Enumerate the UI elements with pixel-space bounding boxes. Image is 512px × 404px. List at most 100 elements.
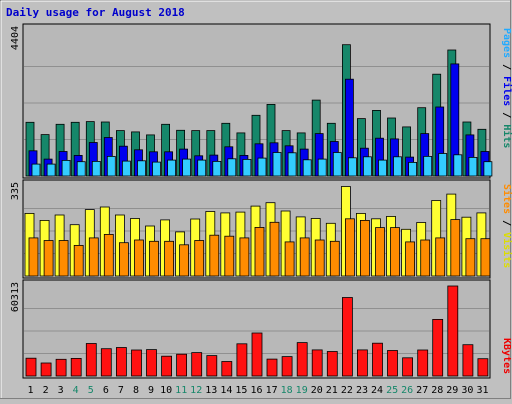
bar-pages-day-30 bbox=[468, 156, 478, 177]
bar-sites-day-3 bbox=[58, 240, 69, 277]
bar-pages-day-4 bbox=[76, 161, 86, 177]
panel-hits-files-pages: 4404 bbox=[10, 23, 493, 179]
bar-kbytes-day-29 bbox=[447, 285, 459, 377]
x-tick-label-day-4: 4 bbox=[73, 385, 79, 396]
x-tick-label-day-8: 8 bbox=[133, 385, 139, 396]
bar-pages-day-26 bbox=[408, 161, 418, 177]
bar-pages-day-11 bbox=[182, 158, 192, 177]
bar-pages-day-6 bbox=[106, 155, 116, 177]
x-tick-label-day-25: 25 bbox=[386, 385, 398, 396]
bar-sites-day-5 bbox=[88, 237, 99, 277]
bar-kbytes-day-23 bbox=[356, 349, 368, 377]
bar-sites-day-28 bbox=[435, 237, 446, 277]
x-tick-label-day-3: 3 bbox=[58, 385, 64, 396]
x-tick-label-day-2: 2 bbox=[43, 385, 49, 396]
bar-kbytes-day-14 bbox=[221, 361, 233, 377]
bar-pages-day-27 bbox=[423, 155, 433, 177]
x-tick-label-day-13: 13 bbox=[205, 385, 217, 396]
legends-group: Pages / Files / Hits Sites / Visits KBytes bbox=[501, 28, 512, 374]
x-tick-label-day-31: 31 bbox=[476, 385, 488, 396]
bar-kbytes-day-21 bbox=[326, 351, 338, 377]
x-tick-label-day-9: 9 bbox=[148, 385, 154, 396]
bar-sites-day-4 bbox=[73, 244, 84, 277]
x-tick-label-day-20: 20 bbox=[311, 385, 323, 396]
bar-sites-day-20 bbox=[314, 239, 325, 277]
bar-pages-day-22 bbox=[347, 157, 357, 177]
bar-kbytes-day-3 bbox=[55, 358, 67, 377]
bar-kbytes-day-31 bbox=[477, 358, 489, 377]
legend-kbytes: KBytes bbox=[501, 338, 512, 374]
x-axis-labels: 1 2 3 4 5 6 7 8 9 10 11 12 13 14 15 16 17 18 19 20 21 22 23 24 2… bbox=[27, 385, 488, 396]
series-kbytes bbox=[25, 285, 489, 377]
x-tick-label-day-24: 24 bbox=[371, 385, 383, 396]
bar-sites-day-21 bbox=[329, 240, 340, 277]
x-tick-label-day-28: 28 bbox=[431, 385, 443, 396]
y-max-label: 4404 bbox=[10, 26, 21, 50]
bar-pages-day-29 bbox=[453, 154, 463, 177]
bar-sites-day-8 bbox=[134, 239, 144, 277]
series-sites bbox=[28, 218, 491, 277]
x-tick-label-day-29: 29 bbox=[446, 385, 458, 396]
bar-kbytes-day-7 bbox=[116, 347, 127, 377]
bar-pages-day-24 bbox=[378, 159, 387, 177]
bar-sites-day-6 bbox=[103, 233, 114, 277]
bar-sites-day-1 bbox=[28, 237, 39, 277]
legend-part: Hits bbox=[501, 124, 512, 148]
bar-sites-day-22 bbox=[344, 218, 355, 277]
bar-sites-day-24 bbox=[375, 227, 385, 277]
x-tick-label-day-7: 7 bbox=[118, 385, 124, 396]
bar-kbytes-day-19 bbox=[296, 342, 308, 377]
bar-pages-day-17 bbox=[272, 152, 282, 177]
x-tick-label-day-17: 17 bbox=[266, 385, 278, 396]
x-tick-label-day-21: 21 bbox=[326, 385, 338, 396]
bar-pages-day-31 bbox=[483, 161, 493, 177]
bar-sites-day-27 bbox=[420, 239, 431, 277]
bar-kbytes-day-16 bbox=[251, 332, 263, 377]
x-tick-label-day-6: 6 bbox=[103, 385, 109, 396]
bar-kbytes-day-28 bbox=[432, 318, 444, 377]
x-tick-label-day-12: 12 bbox=[190, 385, 202, 396]
panels-group: 4404 335 60313 bbox=[10, 23, 493, 379]
bar-kbytes-day-8 bbox=[131, 349, 142, 377]
bar-pages-day-13 bbox=[212, 160, 222, 177]
bar-sites-day-14 bbox=[224, 235, 235, 277]
bar-kbytes-day-22 bbox=[341, 297, 353, 377]
bar-kbytes-day-20 bbox=[311, 349, 323, 377]
bar-pages-day-18 bbox=[287, 152, 297, 177]
x-tick-label-day-19: 19 bbox=[296, 385, 308, 396]
legend-part: Visits bbox=[501, 232, 512, 268]
bar-sites-day-31 bbox=[480, 238, 491, 277]
bar-pages-day-10 bbox=[167, 159, 177, 177]
x-tick-label-day-5: 5 bbox=[88, 385, 94, 396]
bar-pages-day-23 bbox=[362, 156, 372, 177]
bar-sites-day-7 bbox=[119, 242, 129, 277]
bar-kbytes-day-15 bbox=[236, 343, 248, 377]
bar-sites-day-26 bbox=[405, 241, 416, 277]
chart-title: Daily usage for August 2018 bbox=[6, 6, 185, 19]
bar-sites-day-16 bbox=[254, 226, 265, 277]
legend-part: Pages bbox=[501, 28, 512, 58]
bar-pages-day-21 bbox=[332, 152, 342, 177]
x-tick-label-day-22: 22 bbox=[341, 385, 353, 396]
bar-pages-day-3 bbox=[61, 159, 71, 177]
legend-sites-visits: Sites / Visits bbox=[501, 184, 512, 268]
bar-kbytes-day-26 bbox=[402, 357, 414, 377]
bar-kbytes-day-6 bbox=[100, 348, 112, 377]
panel-visits-sites: 335 bbox=[10, 179, 491, 279]
panel-kbytes: 60313 bbox=[10, 279, 491, 379]
bar-pages-day-7 bbox=[122, 160, 131, 177]
x-tick-label-day-27: 27 bbox=[416, 385, 428, 396]
bar-kbytes-day-1 bbox=[25, 357, 37, 377]
bar-sites-day-25 bbox=[390, 227, 400, 277]
x-tick-label-day-30: 30 bbox=[461, 385, 473, 396]
bar-sites-day-11 bbox=[179, 244, 190, 277]
bar-pages-day-15 bbox=[242, 158, 252, 177]
x-tick-label-day-16: 16 bbox=[250, 385, 262, 396]
bar-kbytes-day-17 bbox=[266, 358, 278, 377]
bar-kbytes-day-5 bbox=[85, 343, 97, 377]
legend-part: / bbox=[501, 214, 512, 232]
bar-kbytes-day-4 bbox=[70, 357, 82, 377]
x-tick-label-day-18: 18 bbox=[281, 385, 293, 396]
legend-part: / bbox=[501, 106, 512, 124]
bar-sites-day-13 bbox=[209, 234, 220, 277]
